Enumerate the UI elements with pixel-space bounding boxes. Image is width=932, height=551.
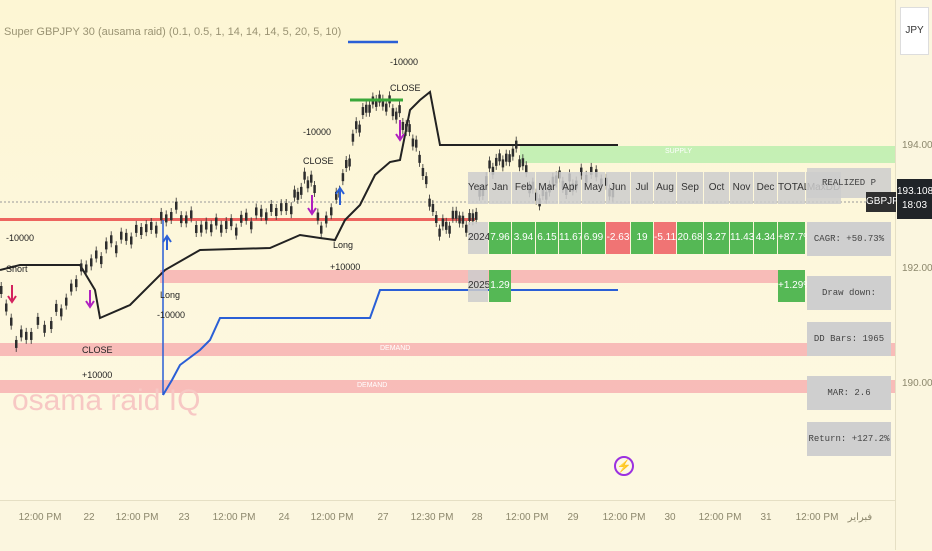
stats-cagr: CAGR: +50.73% xyxy=(807,222,891,256)
table-header-cell: Nov xyxy=(730,172,753,204)
table-value-cell: 6.99 xyxy=(582,222,605,254)
table-value-cell: 3.27 xyxy=(704,222,729,254)
close-label-3: CLOSE xyxy=(390,83,421,93)
time-tick: 12:30 PM xyxy=(410,512,454,523)
stats-dd-bars: DD Bars: 1965 xyxy=(807,322,891,356)
table-header-cell: Feb xyxy=(512,172,535,204)
demand-zone-middle xyxy=(0,343,895,356)
price-tick-192: 192.000 xyxy=(902,263,932,274)
long-arrow-icon xyxy=(162,234,172,250)
watermark-text: osama raid IQ xyxy=(12,384,201,417)
time-tick: 12:00 PM xyxy=(115,512,159,523)
current-price: 193.108 xyxy=(897,186,932,197)
table-value-cell: -5.11 xyxy=(654,222,676,254)
table-value-cell: 7.96 xyxy=(489,222,511,254)
supply-zone-label: SUPPLY xyxy=(665,148,693,155)
time-tick: 27 xyxy=(377,512,389,523)
table-year-cell: 2024 xyxy=(468,222,490,254)
time-tick: 24 xyxy=(278,512,290,523)
price-tick-190: 190.000 xyxy=(902,378,932,389)
table-header-cell: Jan xyxy=(489,172,511,204)
short-value: -10000 xyxy=(6,233,35,243)
time-tick: فبراير xyxy=(847,512,873,523)
time-tick: 12:00 PM xyxy=(698,512,742,523)
table-header-cell: Jul xyxy=(631,172,653,204)
stop-line-dark xyxy=(0,90,618,320)
resistance-line xyxy=(0,218,475,221)
stats-mar: MAR: 2.6 xyxy=(807,376,891,410)
close-arrow-icon-3 xyxy=(85,290,95,309)
trend-line-blue xyxy=(162,289,618,396)
close-arrow-icon-2 xyxy=(395,120,405,142)
current-price-tag: 193.108 18:03 xyxy=(897,179,932,219)
table-value-cell: 11.43 xyxy=(730,222,754,254)
time-tick: 12:00 PM xyxy=(212,512,256,523)
table-header-cell: Sep xyxy=(677,172,703,204)
table-value-cell: 1.29 xyxy=(489,270,511,302)
time-tick: 22 xyxy=(83,512,95,523)
symbol-tag: GBPJPY xyxy=(866,192,905,212)
chart-area[interactable]: Super GBPJPY 30 (ausama raid) (0.1, 0.5,… xyxy=(0,0,895,500)
table-value-cell: 19 xyxy=(631,222,653,254)
supply-zone xyxy=(520,146,895,163)
demand-zone-label-2: DEMAND xyxy=(357,382,388,389)
price-axis[interactable]: JPY 194.000 192.000 190.000 xyxy=(895,0,932,550)
table-value-cell: -2.63 xyxy=(606,222,630,254)
time-tick: 12:00 PM xyxy=(795,512,839,523)
long-label-1: Long xyxy=(160,290,181,300)
close-value-2: -10000 xyxy=(303,127,332,137)
lightning-icon[interactable]: ⚡ xyxy=(614,456,634,476)
indicator-label[interactable]: Super GBPJPY 30 (ausama raid) (0.1, 0.5,… xyxy=(4,26,342,38)
table-header-cell: Apr xyxy=(559,172,581,204)
table-header-cell: Jun xyxy=(606,172,630,204)
time-tick: 31 xyxy=(760,512,772,523)
short-label: Short xyxy=(6,264,28,274)
table-header-cell: Aug xyxy=(654,172,676,204)
table-value-cell: 6.15 xyxy=(536,222,558,254)
long-label-2: Long xyxy=(333,240,354,250)
table-value-cell: 4.34 xyxy=(754,222,777,254)
table-total-cell: +1.29% xyxy=(778,270,812,302)
demand-zone-lower xyxy=(0,380,895,393)
close-label-1: CLOSE xyxy=(82,345,113,355)
table-header-cell: Mar xyxy=(536,172,558,204)
table-value-cell: 3.94 xyxy=(512,222,535,254)
close-label-2: CLOSE xyxy=(303,156,334,166)
close-value-3: -10000 xyxy=(390,57,419,67)
time-tick: 30 xyxy=(664,512,676,523)
time-tick: 12:00 PM xyxy=(310,512,354,523)
stats-return: Return: +127.2% xyxy=(807,422,891,456)
time-tick: 29 xyxy=(567,512,579,523)
currency-label[interactable]: JPY xyxy=(900,7,929,55)
countdown: 18:03 xyxy=(901,200,928,211)
table-value-cell: 11.67 xyxy=(559,222,583,254)
price-tick-194: 194.000 xyxy=(902,140,932,151)
table-header-cell: Year xyxy=(468,172,488,204)
long-value-1: -10000 xyxy=(157,310,186,320)
demand-zone-label: DEMAND xyxy=(380,345,411,352)
table-value-cell: 20.68 xyxy=(677,222,703,254)
table-total-cell: +87.7% xyxy=(778,222,812,254)
long-arrow-icon-2 xyxy=(335,186,345,205)
table-header-cell: TOTAL xyxy=(778,172,809,204)
time-tick: 28 xyxy=(471,512,483,523)
short-arrow-icon xyxy=(7,285,17,304)
close-arrow-icon xyxy=(307,195,317,216)
time-axis[interactable]: 12:00 PM 22 12:00 PM 23 12:00 PM 24 12:00 PM 27… xyxy=(0,500,895,551)
time-tick: 12:00 PM xyxy=(602,512,646,523)
table-header-cell: Dec xyxy=(754,172,777,204)
time-tick: 12:00 PM xyxy=(18,512,62,523)
table-header-cell: May xyxy=(582,172,605,204)
time-tick: 23 xyxy=(178,512,190,523)
close-value-1: +10000 xyxy=(82,370,113,380)
long-value-2: +10000 xyxy=(330,262,361,272)
time-tick: 12:00 PM xyxy=(505,512,549,523)
table-header-cell: Oct xyxy=(704,172,729,204)
table-year-cell: 2025 xyxy=(468,270,490,302)
stats-drawdown: Draw down: -18.49% xyxy=(807,276,891,332)
